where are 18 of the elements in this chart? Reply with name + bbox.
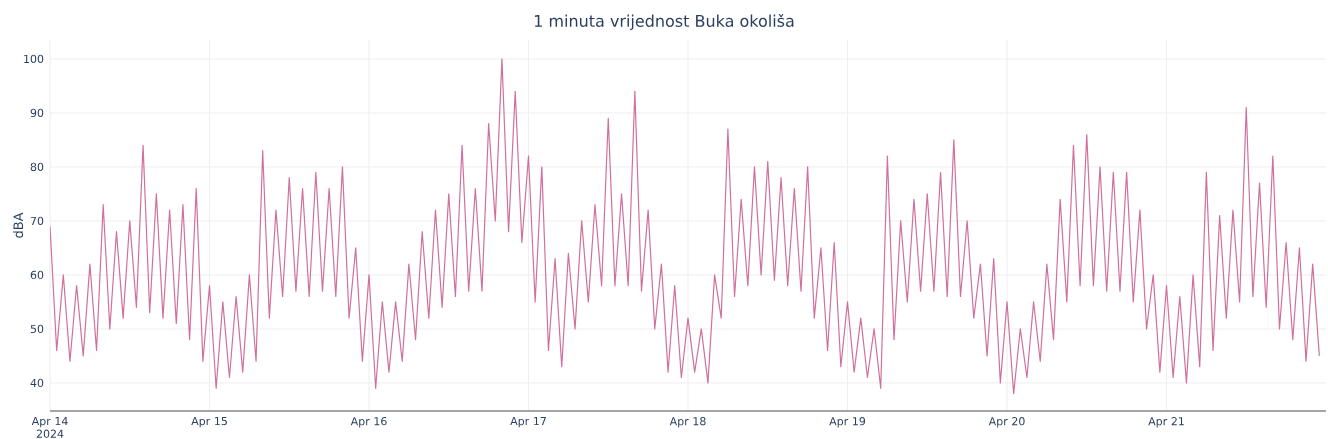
x-tick-label: Apr 18 [669,417,706,428]
x-tick-label: Apr 14 2024 [31,417,68,438]
y-tick-label: 90 [30,108,44,118]
y-tick-label: 50 [30,324,44,334]
y-tick-label: 80 [30,162,44,172]
x-tick-label: Apr 20 [988,417,1025,428]
x-tick-label: Apr 21 [1148,417,1184,428]
y-tick-label: 40 [30,378,44,388]
y-tick-label: 60 [30,270,44,280]
y-axis-title: dBA [13,212,24,238]
line-series [50,58,1320,395]
x-tick-label: Apr 15 [191,417,227,428]
x-tick-label: Apr 19 [829,417,866,428]
y-tick-label: 70 [30,216,44,226]
chart-title: 1 minuta vrijednost Buka okoliša [534,13,794,31]
x-tick-label: Apr 17 [510,417,546,428]
y-tick-label: 100 [24,54,44,64]
x-tick-label: Apr 16 [350,417,387,428]
